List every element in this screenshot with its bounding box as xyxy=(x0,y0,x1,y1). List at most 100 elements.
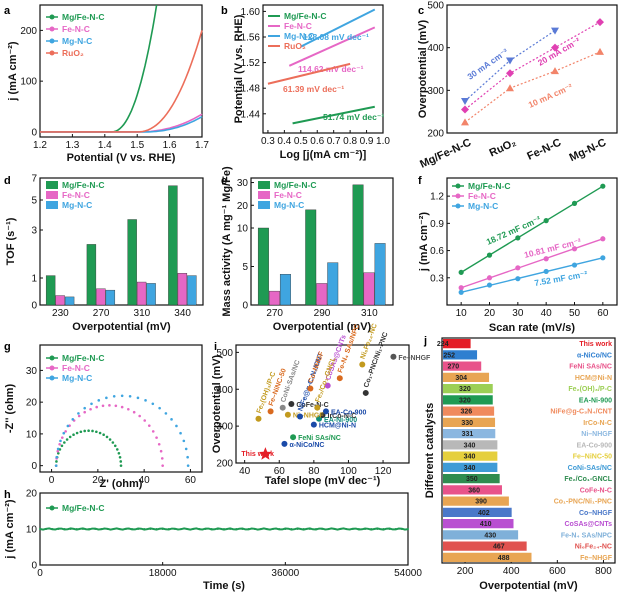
data-point xyxy=(267,408,274,415)
bar xyxy=(105,289,116,306)
bar xyxy=(443,552,532,562)
data-point xyxy=(112,528,115,530)
legend-swatch xyxy=(46,181,58,189)
data-point xyxy=(69,528,72,530)
x-tick-label: 60 xyxy=(274,466,286,477)
data-point xyxy=(458,269,464,275)
data-point xyxy=(204,528,207,530)
x-axis-label: Z' (ohm) xyxy=(100,478,143,490)
x-axis-label: Log [j(mA cm⁻²)] xyxy=(280,149,367,161)
panel-a: a 1.2 1.3 1.4 1.5 1.6 1.7 0 100 200 Mg/Fe-N-C Fe-N-… xyxy=(4,4,209,164)
data-point xyxy=(131,528,133,530)
legend-swatch xyxy=(258,191,270,199)
data-point xyxy=(394,528,397,530)
point-label: IrCo-N-C xyxy=(328,413,357,420)
x-tick-label: 100 xyxy=(340,466,357,477)
y-tick-label: 100 xyxy=(20,77,37,88)
data-point xyxy=(506,69,514,78)
legend-entry: Fe-N-C xyxy=(62,24,90,34)
bar xyxy=(443,496,509,506)
data-point xyxy=(284,411,291,418)
data-point xyxy=(186,528,189,530)
legend-swatch xyxy=(46,201,58,209)
legend-entry: Mg/Fe-N-C xyxy=(62,180,105,190)
data-point xyxy=(115,448,119,451)
data-point xyxy=(60,436,64,439)
series-line xyxy=(464,21,601,111)
data-point xyxy=(118,455,122,459)
data-point xyxy=(75,431,79,435)
x-tick-label: 80 xyxy=(308,466,320,477)
y-tick-label: 3 xyxy=(31,226,37,237)
data-point xyxy=(81,528,84,530)
legend-swatch xyxy=(258,181,270,189)
bar-value: 326 xyxy=(460,409,472,416)
data-point xyxy=(108,404,111,407)
x-tick-label: 120 xyxy=(375,466,392,477)
series-line xyxy=(40,113,203,133)
data-point xyxy=(370,528,373,530)
y-tick-label: 0.6 xyxy=(430,246,444,257)
data-point xyxy=(302,528,305,530)
point-label: α-NiCo/NC xyxy=(289,442,324,449)
legend-marker xyxy=(49,355,55,361)
legend-marker xyxy=(455,203,461,209)
x-tick-label: 10 xyxy=(456,308,468,319)
this-work-star xyxy=(258,447,273,460)
data-point xyxy=(132,410,136,414)
data-point xyxy=(63,441,66,444)
bar-value: 340 xyxy=(464,454,476,461)
bar xyxy=(352,184,364,306)
data-point xyxy=(143,419,147,422)
x-tick-label: 40 xyxy=(541,308,553,319)
data-point xyxy=(161,464,164,467)
bar-value: 410 xyxy=(480,521,492,528)
bar xyxy=(257,227,269,306)
data-point xyxy=(400,528,403,530)
point-label: FeNi SAs/NC xyxy=(298,435,341,442)
bar-label: NiFe@g-C₃N₄/CNT xyxy=(550,409,612,416)
capacitance-label: 18.72 mF cm⁻² xyxy=(485,214,543,247)
data-point xyxy=(128,395,132,398)
bar-value: 252 xyxy=(443,352,455,359)
bar xyxy=(443,451,498,461)
axes-frame xyxy=(39,177,204,306)
x-axis-label: Overpotential (mV) xyxy=(72,321,171,333)
legend-marker xyxy=(455,193,461,199)
bar xyxy=(177,273,188,306)
data-point xyxy=(87,429,90,433)
x-tick-label: 1.6 xyxy=(163,140,177,151)
y-axis-label: j (mA cm⁻²) xyxy=(7,41,19,102)
legend-marker xyxy=(49,365,55,371)
bar xyxy=(305,209,317,306)
data-point xyxy=(58,442,61,446)
y-axis-label: TOF (s⁻¹) xyxy=(5,217,17,265)
legend-entry: Mg-N-C xyxy=(468,201,498,211)
x-tick-label: 20 xyxy=(92,475,104,486)
x-tick-label: 0 xyxy=(37,568,43,579)
category-label: 340 xyxy=(174,308,191,319)
category-label: 290 xyxy=(314,308,331,319)
data-point xyxy=(192,528,195,530)
y-tick-label: 300 xyxy=(427,86,444,97)
data-point xyxy=(64,430,67,433)
bar xyxy=(45,275,56,306)
data-point xyxy=(117,451,121,455)
bar xyxy=(443,507,512,517)
bar xyxy=(86,244,97,306)
series-line xyxy=(40,30,203,133)
x-tick-label: 60 xyxy=(185,475,197,486)
axes-frame xyxy=(441,337,616,564)
y-tick-label: 0 xyxy=(31,127,37,138)
y-tick-label: 5 xyxy=(242,262,248,273)
y-tick-label: 0.9 xyxy=(430,219,444,230)
data-point xyxy=(108,438,112,441)
x-tick-label: 200 xyxy=(457,566,474,577)
point-label: EA-Co-900 xyxy=(331,409,367,416)
data-point xyxy=(515,265,521,271)
data-point xyxy=(113,444,117,448)
legend-entry: Mg/Fe-N-C xyxy=(62,12,105,22)
y-tick-label: 30 xyxy=(237,178,249,189)
data-point xyxy=(164,412,168,415)
bar xyxy=(279,274,291,306)
